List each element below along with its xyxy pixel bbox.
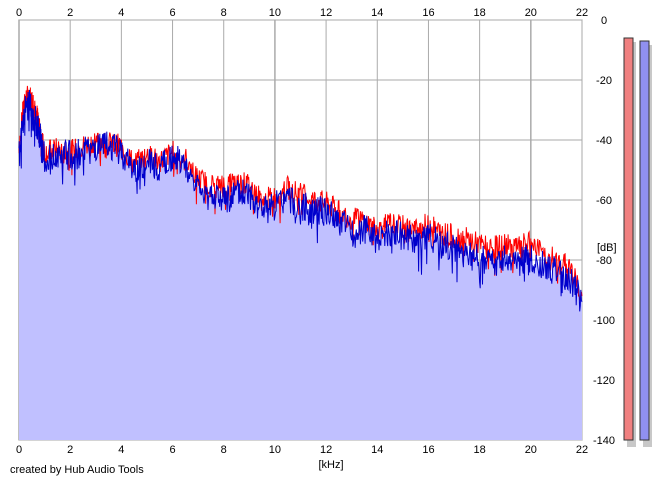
x-tick-label-bottom: 8	[221, 444, 227, 456]
x-tick-label-bottom: 10	[269, 444, 281, 456]
y-axis-label: [dB]	[597, 242, 617, 254]
x-tick-label-top: 0	[16, 7, 22, 19]
x-tick-label-bottom: 18	[474, 444, 486, 456]
x-tick-label-top: 2	[67, 7, 73, 19]
y-tick-label: 0	[601, 15, 607, 27]
x-tick-label-top: 14	[371, 7, 383, 19]
x-ticks-bottom: 0 2 4 6 8 10 12 14 16 18 20 22	[16, 444, 588, 456]
x-tick-label-bottom: 0	[16, 444, 22, 456]
x-tick-label-top: 18	[474, 7, 486, 19]
credit-text: created by Hub Audio Tools	[10, 464, 144, 476]
level-meters	[623, 37, 652, 447]
y-tick-label: -140	[593, 435, 615, 447]
y-tick-label: -80	[596, 255, 612, 267]
x-tick-label-top: 22	[576, 7, 588, 19]
x-tick-label-bottom: 2	[67, 444, 73, 456]
x-tick-label-bottom: 16	[422, 444, 434, 456]
x-tick-label-top: 8	[221, 7, 227, 19]
y-tick-label: -60	[596, 195, 612, 207]
x-tick-label-top: 6	[169, 7, 175, 19]
x-tick-label-top: 10	[269, 7, 281, 19]
y-tick-label: -20	[596, 75, 612, 87]
x-tick-label-top: 16	[422, 7, 434, 19]
y-ticks: 0 -20 -40 -60 -80 -100 -120 -140	[593, 15, 615, 447]
x-axis-label: [kHz]	[318, 459, 343, 471]
right-level-meter	[639, 40, 650, 441]
x-tick-label-bottom: 4	[118, 444, 124, 456]
x-tick-label-bottom: 20	[525, 444, 537, 456]
x-tick-label-bottom: 14	[371, 444, 383, 456]
y-tick-label: -100	[593, 315, 615, 327]
x-tick-label-top: 4	[118, 7, 124, 19]
y-tick-label: -40	[596, 135, 612, 147]
y-tick-label: -120	[593, 375, 615, 387]
x-tick-label-bottom: 22	[576, 444, 588, 456]
x-ticks-top: 0 2 4 6 8 10 12 14 16 18 20 22	[16, 7, 588, 19]
x-tick-label-top: 12	[320, 7, 332, 19]
x-tick-label-top: 20	[525, 7, 537, 19]
x-tick-label-bottom: 12	[320, 444, 332, 456]
spectrum-series	[18, 85, 583, 312]
left-level-meter	[623, 37, 634, 441]
x-tick-label-bottom: 6	[169, 444, 175, 456]
series-right-line	[18, 89, 583, 312]
